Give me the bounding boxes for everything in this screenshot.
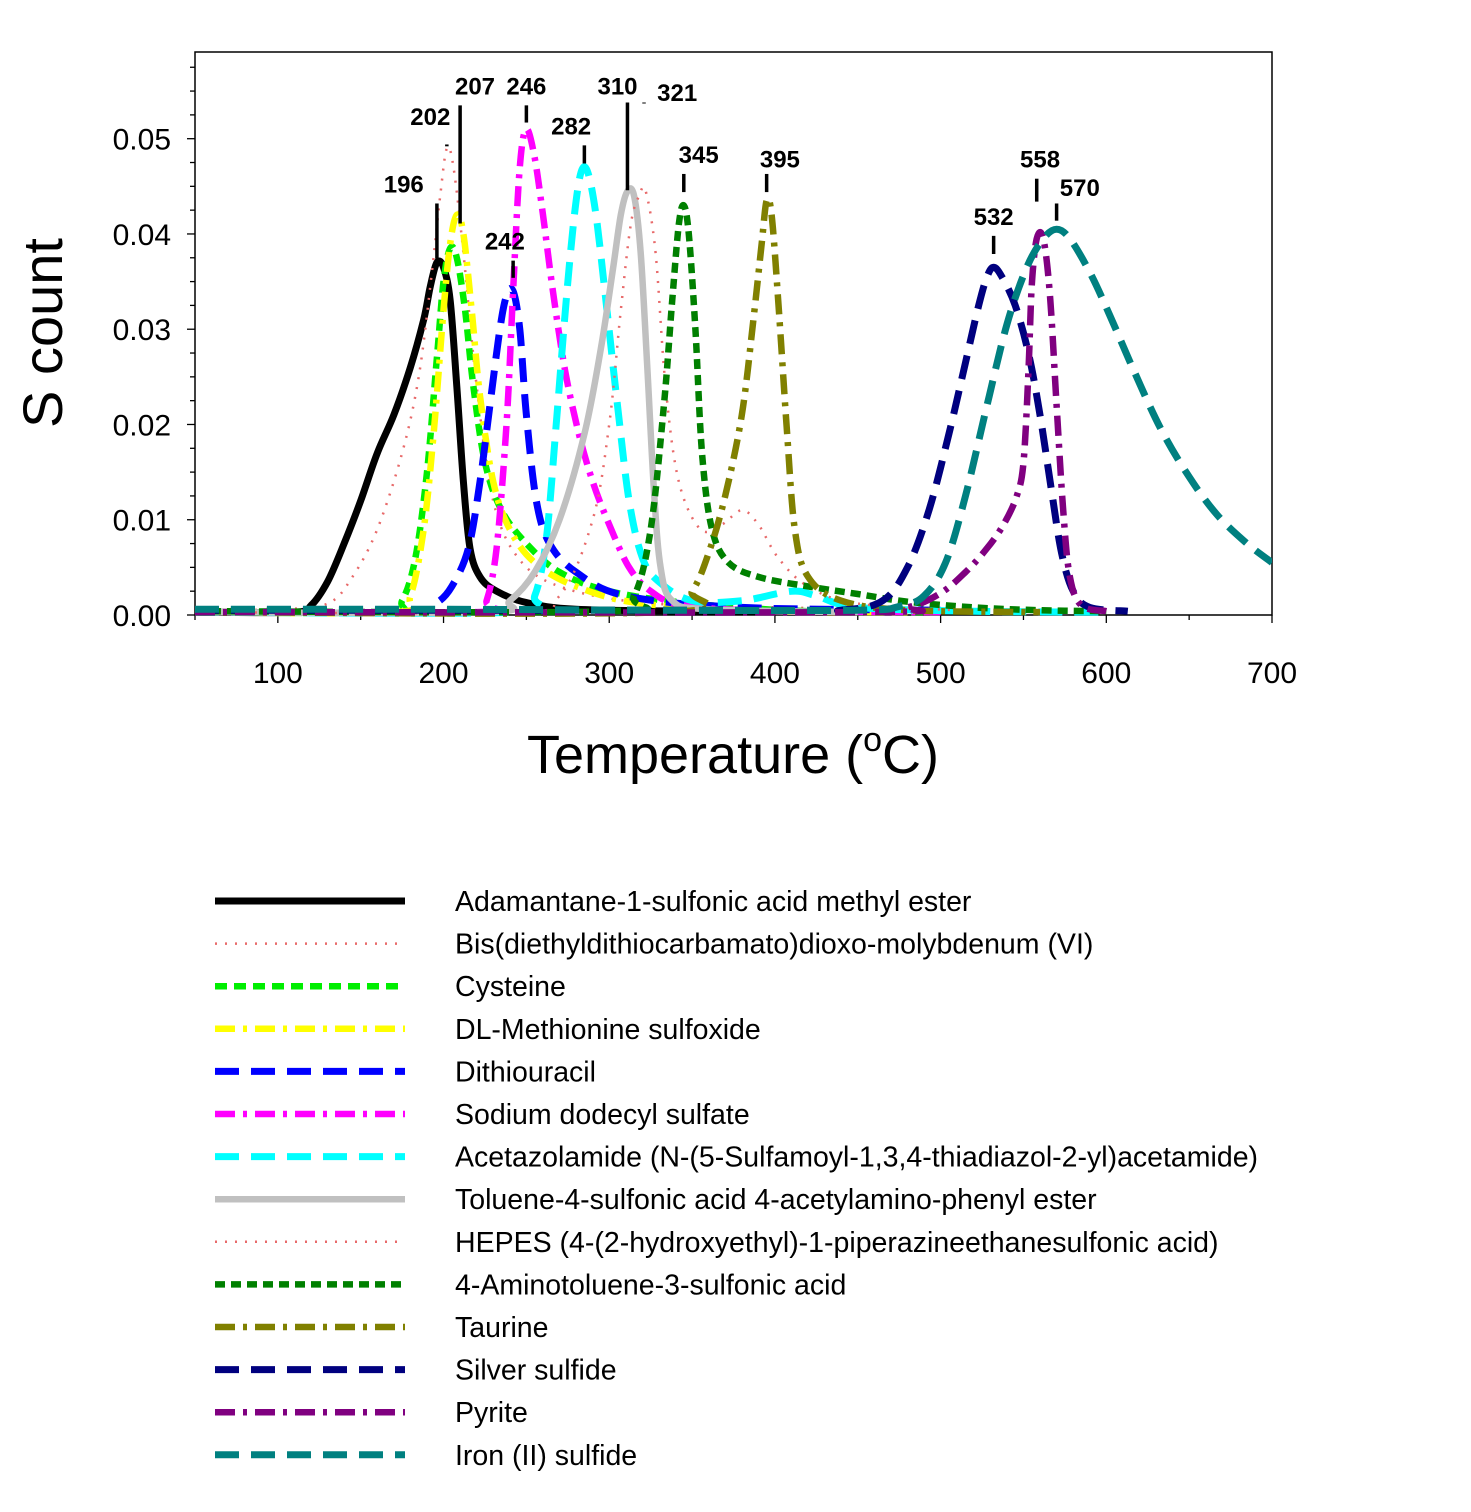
x-tick-label: 300: [584, 657, 634, 690]
peak-label: 395: [760, 147, 800, 174]
peak-label: 242: [485, 229, 525, 256]
series-line-4: [195, 211, 908, 617]
y-tick-label: 0.02: [113, 409, 171, 442]
legend-label: Adamantane-1-sulfonic acid methyl ester: [455, 886, 972, 918]
x-tick-label: 700: [1247, 657, 1297, 690]
x-tick-label: 100: [253, 657, 303, 690]
y-tick-label: 0.03: [113, 314, 171, 347]
series-line-2: [195, 145, 941, 612]
legend-label: Acetazolamide (N-(5-Sulfamoyl-1,3,4-thia…: [455, 1142, 1258, 1174]
peak-label: 207: [455, 73, 495, 100]
series-line-6: [195, 125, 941, 617]
legend-label: DL-Methionine sulfoxide: [455, 1014, 761, 1046]
peak-label: 202: [410, 104, 450, 131]
peak-label: 345: [679, 142, 719, 169]
x-tick-label: 200: [419, 657, 469, 690]
peak-label: 310: [597, 73, 637, 100]
series-line-14: [195, 225, 1272, 615]
y-tick-label: 0.05: [113, 124, 171, 157]
legend-label: Dithiouracil: [455, 1056, 596, 1088]
legend-label: Sodium dodecyl sulfate: [455, 1099, 750, 1131]
x-axis: 100 200 300 400 500 600 700: [194, 615, 1297, 690]
plot-frame: [194, 51, 1273, 616]
series-line-5: [195, 285, 941, 616]
series-line-13: [195, 228, 1108, 616]
series-line-1: [195, 257, 858, 617]
series-line-8: [195, 185, 858, 617]
legend-label: Iron (II) sulfide: [455, 1440, 637, 1472]
legend: Adamantane-1-sulfonic acid methyl ester B…: [215, 886, 1258, 1472]
x-axis-label-main: Temperature (: [527, 725, 863, 785]
legend-label: HEPES (4-(2-hydroxyethyl)-1-piperazineet…: [455, 1227, 1219, 1259]
x-axis-label-degree: o: [863, 721, 882, 759]
y-tick-label: 0.04: [113, 219, 171, 252]
legend-label: Pyrite: [455, 1397, 528, 1429]
legend-label: Taurine: [455, 1312, 548, 1344]
legend-label: Bis(diethyldithiocarbamato)dioxo-molybde…: [455, 929, 1093, 961]
peak-label: 570: [1060, 175, 1100, 202]
legend-label: Cysteine: [455, 971, 566, 1003]
peak-label: 282: [551, 113, 591, 140]
x-tick-label: 400: [750, 657, 800, 690]
peak-label: 532: [974, 204, 1014, 231]
legend-label: 4-Aminotoluene-3-sulfonic acid: [455, 1269, 846, 1301]
series-line-9: [195, 185, 974, 615]
peak-label: 246: [506, 73, 546, 100]
peak-label: 321: [657, 80, 697, 107]
y-tick-label: 0.01: [113, 505, 171, 538]
y-axis: 0.00 0.01 0.02 0.03 0.04 0.05: [113, 66, 195, 633]
x-axis-label-unit: C): [882, 725, 939, 785]
series-line-11: [195, 195, 1041, 617]
y-tick-label: 0.00: [113, 600, 171, 633]
peak-label: 558: [1020, 147, 1060, 174]
legend-label: Silver sulfide: [455, 1355, 617, 1387]
x-axis-label: Temperature (oC): [527, 721, 939, 785]
legend-label: Toluene-4-sulfonic acid 4-acetylamino-ph…: [455, 1184, 1097, 1216]
x-tick-label: 500: [916, 657, 966, 690]
series-lines: [195, 125, 1272, 617]
y-axis-label: S count: [11, 238, 74, 428]
peak-label: 196: [384, 171, 424, 198]
x-tick-label: 600: [1081, 657, 1131, 690]
